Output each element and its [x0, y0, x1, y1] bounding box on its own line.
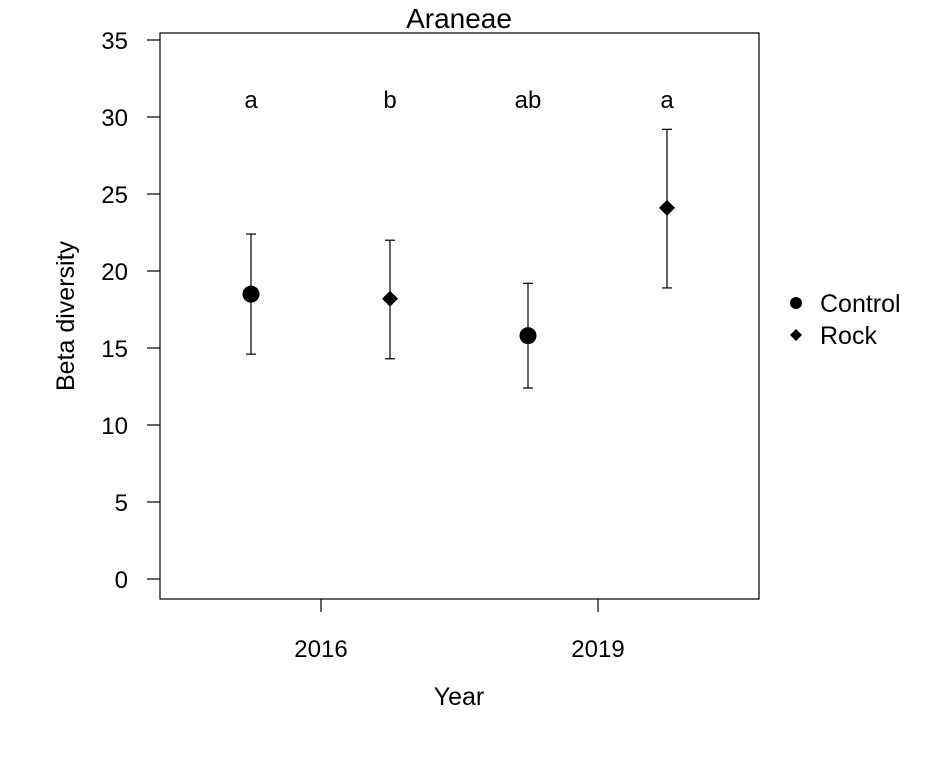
y-tick-label: 20: [101, 259, 128, 286]
legend-diamond-icon: [790, 329, 802, 341]
diamond-marker: [659, 199, 675, 216]
data-point-rock: b: [382, 87, 398, 360]
legend-label: Rock: [820, 322, 877, 350]
data-marks: a ab b a: [242, 87, 675, 389]
circle-marker: [242, 285, 260, 303]
y-tick-label: 30: [101, 105, 128, 132]
data-point-control: a: [242, 87, 260, 355]
x-axis: 2016 2019: [294, 599, 625, 663]
y-axis: 0 5 10 15 20 25 30 35: [101, 28, 160, 594]
x-tick-label: 2019: [571, 636, 624, 663]
diamond-marker: [382, 290, 398, 307]
plot-frame: [159, 32, 760, 600]
significance-letter: ab: [515, 87, 542, 114]
x-axis-title: Year: [434, 683, 485, 711]
y-tick-label: 0: [115, 567, 128, 594]
y-tick-label: 5: [115, 490, 128, 517]
y-tick-label: 10: [101, 413, 128, 440]
x-tick-label: 2016: [294, 636, 347, 663]
circle-marker: [519, 327, 537, 345]
legend-label: Control: [820, 290, 901, 318]
y-tick-label: 25: [101, 182, 128, 209]
legend: Control Rock: [790, 290, 901, 350]
data-point-rock: a: [659, 87, 675, 289]
y-tick-label: 35: [101, 28, 128, 55]
y-tick-label: 15: [101, 336, 128, 363]
legend-item-rock: Rock: [790, 322, 877, 350]
significance-letter: a: [660, 87, 674, 114]
y-axis-title: Beta diversity: [52, 240, 80, 391]
significance-letter: b: [383, 87, 396, 114]
significance-letter: a: [244, 87, 258, 114]
data-point-control: ab: [515, 87, 542, 389]
legend-circle-icon: [790, 297, 802, 309]
legend-item-control: Control: [790, 290, 901, 318]
chart-title: Araneae: [406, 3, 512, 34]
